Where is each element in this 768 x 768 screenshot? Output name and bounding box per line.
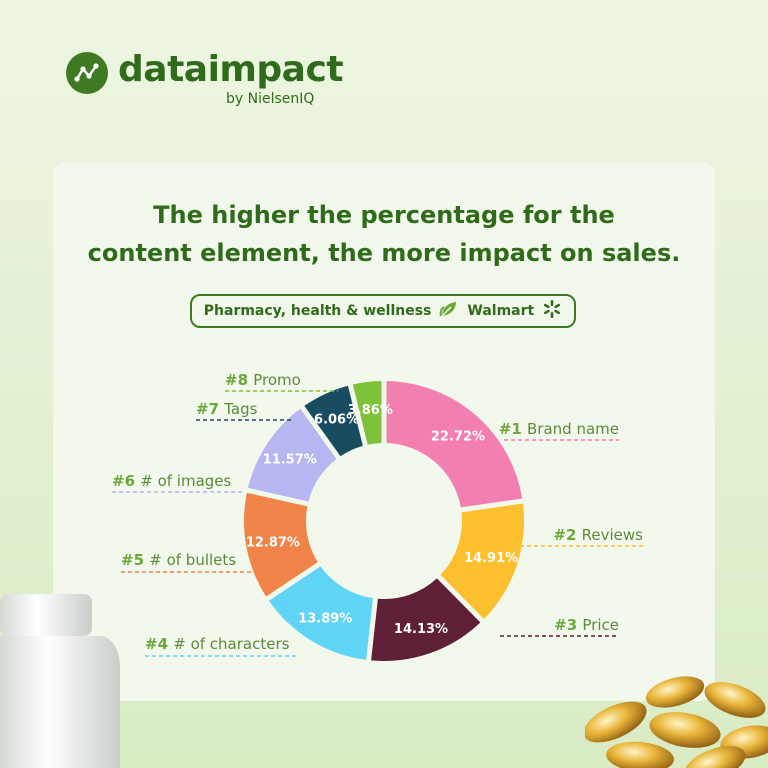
slice-1 xyxy=(386,381,523,508)
slice-value-label: 22.72% xyxy=(431,430,485,445)
headline: The higher the percentage for the conten… xyxy=(53,196,715,272)
category-pill: Pharmacy, health & wellness Walmart xyxy=(190,294,576,328)
slice-7 xyxy=(304,385,363,457)
walmart-spark-icon xyxy=(542,299,562,323)
logo-icon xyxy=(66,52,108,94)
slice-value-label: 6.06% xyxy=(314,412,359,427)
brand-subtitle: by NielsenIQ xyxy=(226,91,315,107)
slice-value-label: 14.13% xyxy=(394,622,448,637)
slice-value-label: 14.91% xyxy=(464,551,518,566)
slice-category-label: #4 # of characters xyxy=(145,635,290,653)
slice-8 xyxy=(352,381,382,445)
slice-5 xyxy=(244,492,318,597)
slice-2 xyxy=(440,503,524,620)
slice-category-label: #2 Reviews xyxy=(553,526,643,544)
slice-6 xyxy=(247,408,337,502)
slice-category-label: #3 Price xyxy=(554,616,619,634)
headline-line-2: content element, the more impact on sale… xyxy=(87,239,681,267)
slice-value-label: 12.87% xyxy=(246,536,300,551)
slice-value-label: 13.89% xyxy=(298,612,352,627)
slice-4 xyxy=(268,566,373,660)
slice-value-label: 11.57% xyxy=(263,453,317,468)
slice-category-label: #5 # of bullets xyxy=(121,551,236,569)
supplement-bottle-image xyxy=(0,594,120,768)
headline-line-1: The higher the percentage for the xyxy=(153,201,615,229)
slice-category-label: #8 Promo xyxy=(225,371,301,389)
slice-value-label: 3.86% xyxy=(348,403,393,418)
slice-category-label: #7 Tags xyxy=(196,400,258,418)
category-label: Pharmacy, health & wellness xyxy=(203,303,432,319)
capsules-image xyxy=(585,676,768,768)
slice-category-label: #1 Brand name xyxy=(499,420,619,438)
slice-category-label: #6 # of images xyxy=(112,472,232,490)
retailer-label: Walmart xyxy=(467,303,535,319)
brand-name: dataimpact xyxy=(118,49,344,90)
leaf-icon xyxy=(439,300,459,322)
slice-3 xyxy=(371,578,481,662)
